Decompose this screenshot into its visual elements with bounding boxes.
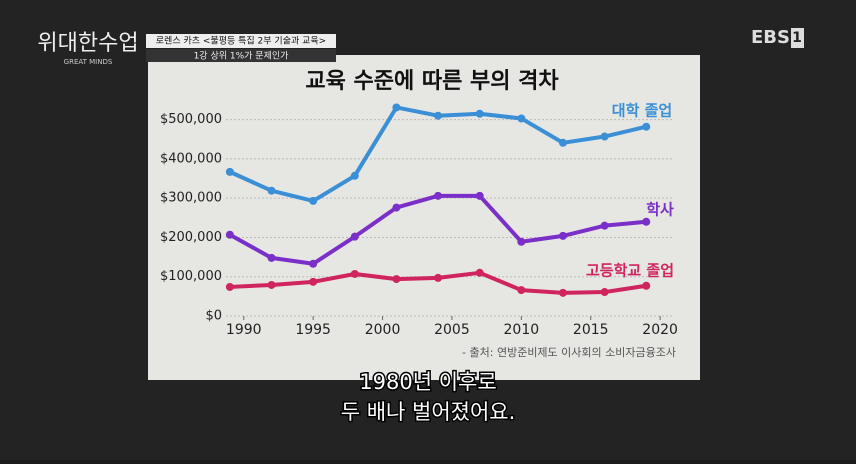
point: [475, 191, 484, 200]
point: [225, 167, 234, 176]
point: [475, 268, 484, 277]
point: [434, 191, 443, 200]
point: [600, 288, 609, 297]
point: [309, 259, 318, 268]
point: [475, 109, 484, 118]
program-box: [146, 34, 336, 48]
point: [517, 286, 526, 295]
channel-num: 1: [792, 30, 802, 46]
point: [267, 186, 276, 195]
point: [350, 232, 359, 241]
point: [642, 217, 651, 226]
point: [642, 281, 651, 290]
y-tick-label: $500,000: [160, 112, 222, 127]
point: [309, 196, 318, 205]
subtitle: 1980년 이후로: [359, 370, 496, 394]
x-tick-label: 2015: [573, 322, 609, 338]
x-tick-label: 2020: [642, 322, 678, 338]
point: [434, 111, 443, 120]
x-tick-label: 2005: [434, 322, 470, 338]
y-tick-label: $200,000: [160, 230, 222, 245]
program-title: 로렌스 카츠 <불평등 특집 2부 기술과 교육>: [156, 35, 326, 47]
point: [434, 273, 443, 282]
logo: 위대한수업: [37, 31, 138, 56]
channel: EBS: [751, 27, 790, 48]
source: - 출처: 연방준비제도 이사회의 소비자금융조사: [462, 346, 676, 359]
point: [392, 103, 401, 112]
episode-title: 1강 상위 1%가 문제인가: [194, 51, 289, 62]
x-tick-label: 2000: [365, 322, 401, 338]
point: [558, 231, 567, 240]
point: [225, 282, 234, 291]
x-tick-label: 1990: [226, 322, 262, 338]
channel-box: [791, 28, 804, 48]
legend-entry: 학사: [646, 201, 674, 219]
x-tick-label: 2010: [504, 322, 540, 338]
point: [392, 203, 401, 212]
y-tick-label: $400,000: [160, 151, 222, 166]
legend-entry: 대학 졸업: [612, 102, 672, 120]
point: [517, 237, 526, 246]
paper: [148, 55, 700, 380]
point: [642, 122, 651, 131]
x-tick-label: 1995: [295, 322, 331, 338]
point: [392, 275, 401, 284]
point: [558, 288, 567, 297]
episode-box: [146, 49, 336, 62]
legend-entry: 고등학교 졸업: [586, 262, 674, 280]
point: [225, 230, 234, 239]
point: [350, 269, 359, 278]
point: [350, 171, 359, 180]
y-tick-label: $0: [205, 309, 222, 324]
point: [600, 221, 609, 230]
point: [267, 280, 276, 289]
logo-sub: GREAT MINDS: [64, 58, 113, 66]
y-tick-label: $300,000: [160, 191, 222, 206]
point: [309, 277, 318, 286]
point: [600, 132, 609, 141]
y-tick-label: $100,000: [160, 269, 222, 284]
point: [517, 114, 526, 123]
point: [558, 138, 567, 147]
subtitle: 두 배나 벌어졌어요.: [341, 400, 516, 424]
chart-title: 교육 수준에 따른 부의 격차: [305, 69, 559, 94]
point: [267, 253, 276, 262]
